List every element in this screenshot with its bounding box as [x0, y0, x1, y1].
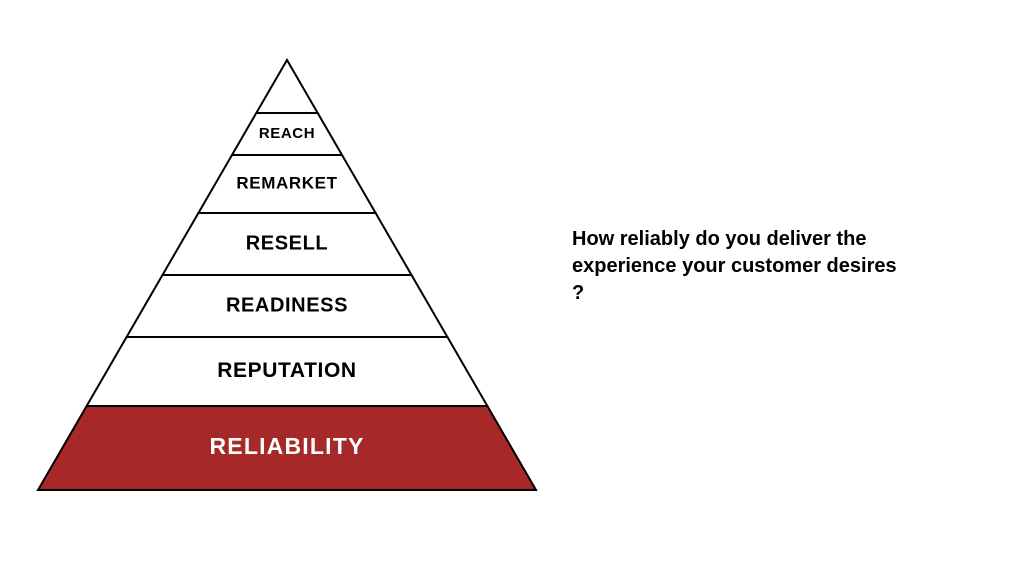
diagram-stage: RELIABILITY REPUTATION READINESS RESELL REMA… [0, 0, 1024, 576]
pyramid-level-tip [256, 60, 317, 113]
pyramid-label-resell: RESELL [246, 232, 329, 254]
pyramid-label-reputation: REPUTATION [217, 359, 356, 382]
question-text: How reliably do you deliver the experien… [572, 226, 908, 307]
pyramid-label-readiness: READINESS [226, 294, 348, 316]
pyramid-label-reliability: RELIABILITY [209, 433, 364, 459]
pyramid-label-remarket: REMARKET [236, 173, 337, 192]
pyramid-label-reach: REACH [259, 125, 315, 142]
